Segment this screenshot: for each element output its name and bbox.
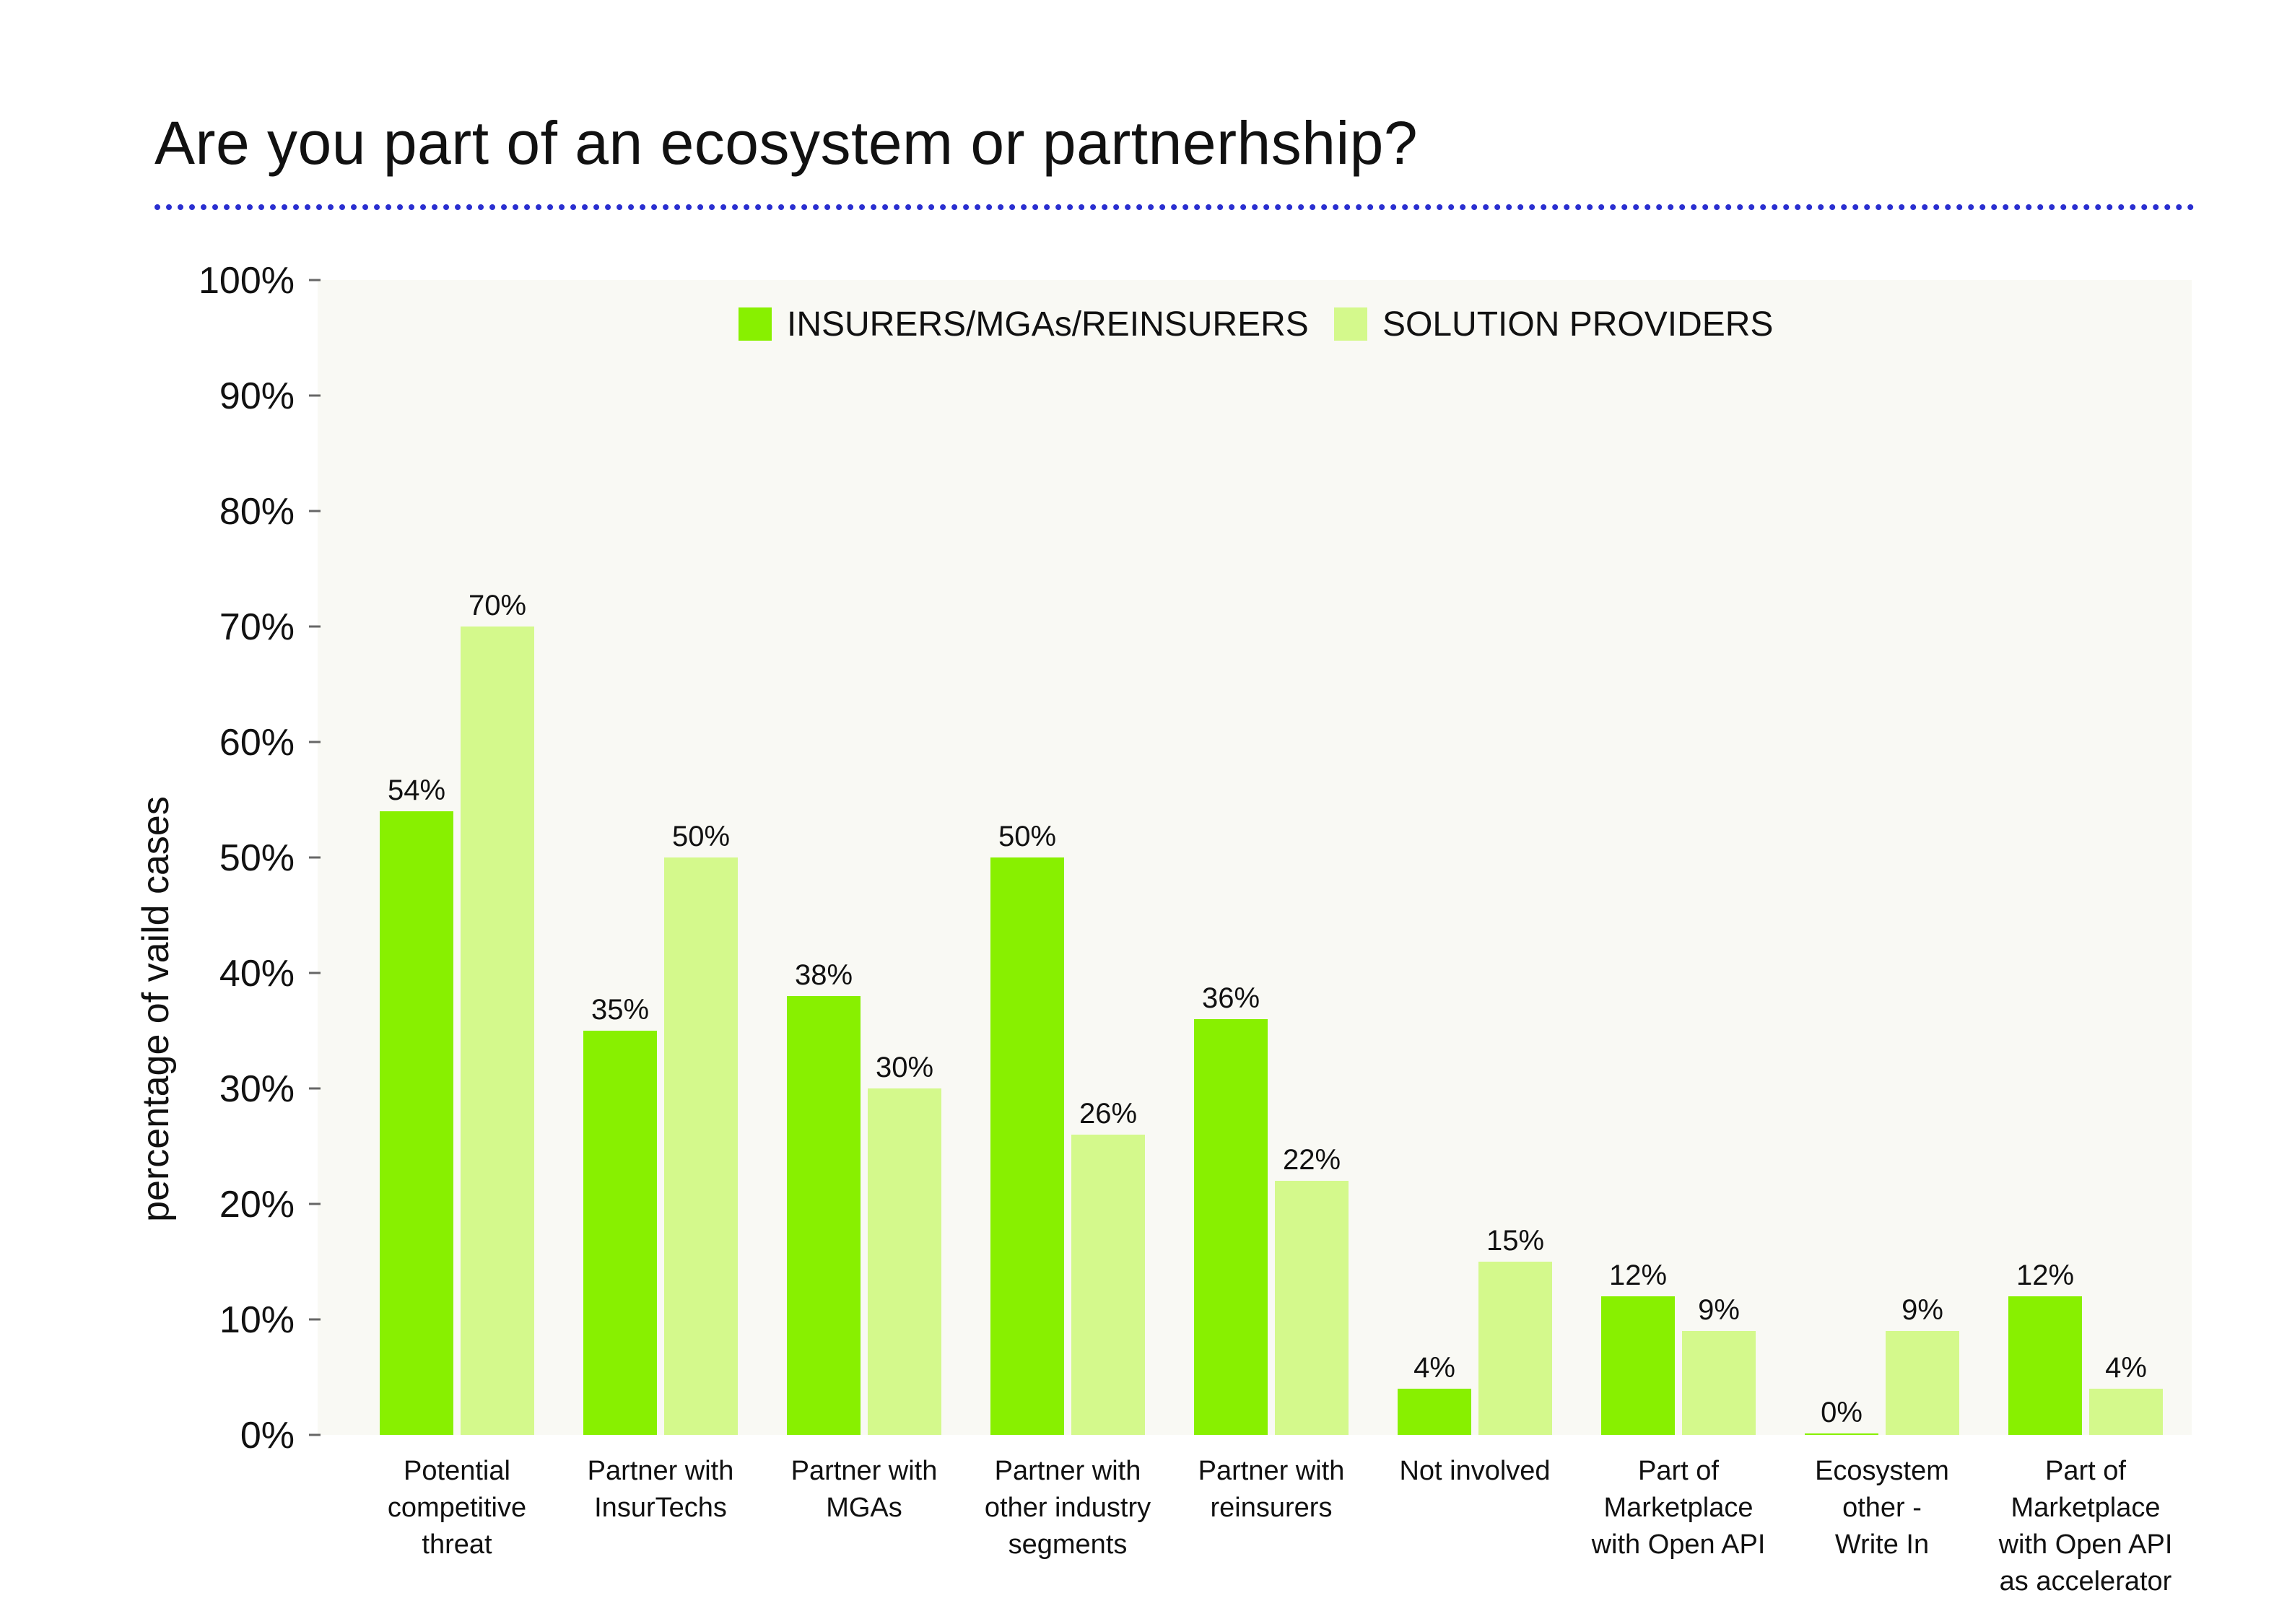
bar [990,857,1064,1435]
data-label: 26% [1079,1098,1137,1130]
y-tick-label: 0% [240,1415,295,1457]
bar [1886,1331,1959,1435]
x-category-label: Partner with [588,1456,734,1486]
data-label: 9% [1698,1294,1740,1326]
bar [583,1031,657,1435]
y-axis-title: percentage of vaild cases [135,796,177,1222]
bar [1398,1389,1471,1435]
y-tick-label: 20% [219,1184,295,1226]
x-category-label: other - [1842,1493,1922,1523]
bar [1805,1433,1878,1435]
legend: INSURERS/MGAs/REINSURERS SOLUTION PROVID… [739,305,1773,344]
x-category-label: segments [1009,1529,1128,1560]
data-label: 4% [1413,1352,1455,1384]
y-tick-label: 60% [219,722,295,764]
x-category-label: other industry [985,1493,1151,1523]
y-tick-label: 90% [219,375,295,417]
title-divider [154,204,2195,210]
x-category-label: reinsurers [1211,1493,1333,1523]
legend-label-insurers: INSURERS/MGAs/REINSURERS [787,305,1309,344]
bar [1071,1135,1145,1435]
x-category-label: threat [422,1529,492,1560]
x-category-label: Potential [404,1456,510,1486]
bar [1194,1019,1268,1435]
x-category-label: Ecosystem [1815,1456,1949,1486]
data-label: 12% [1609,1260,1667,1291]
x-category-label: Marketplace [1604,1493,1754,1523]
chart-title: Are you part of an ecosystem or partnerh… [154,109,1419,177]
bar [1478,1262,1552,1435]
data-label: 50% [998,821,1056,852]
bar [1601,1296,1675,1435]
x-category-label: as accelerator [2000,1566,2172,1597]
x-category-label: Not involved [1399,1456,1550,1486]
data-label: 12% [2016,1260,2074,1291]
x-category-label: Write In [1835,1529,1929,1560]
data-label: 70% [469,590,526,621]
data-label: 50% [672,821,730,852]
bar [868,1088,941,1435]
bar [1682,1331,1756,1435]
data-label: 54% [388,774,445,806]
x-category-label: Partner with [995,1456,1141,1486]
legend-label-solution-providers: SOLUTION PROVIDERS [1382,305,1773,344]
y-axis-ticks: 0% 10% 20% 30% 40% 50% 60% 70% 80% 90% 100% [199,260,321,1457]
data-label: 38% [795,959,853,991]
y-tick-label: 80% [219,491,295,533]
x-category-label: InsurTechs [594,1493,727,1523]
x-category-label: Part of [1638,1456,1719,1486]
x-category-label: competitive [388,1493,526,1523]
x-category-label: Marketplace [2011,1493,2161,1523]
y-tick-label: 10% [219,1299,295,1341]
y-tick-label: 100% [199,260,295,302]
bar-group [380,627,2163,1435]
data-label: 22% [1283,1144,1341,1176]
x-category-label: with Open API [1998,1529,2173,1560]
x-category-label: Partner with [791,1456,938,1486]
bar [664,857,738,1435]
legend-swatch-insurers [739,307,772,341]
category-label-group: Potential competitive threat Partner with In… [388,1456,2173,1597]
y-tick-label: 40% [219,953,295,995]
bar [2089,1389,2163,1435]
y-tick-label: 30% [219,1068,295,1110]
bar [1275,1181,1349,1435]
data-label: 9% [1901,1294,1943,1326]
data-label: 0% [1821,1397,1863,1428]
bar [787,996,861,1435]
x-category-label: with Open API [1591,1529,1766,1560]
bar [380,811,453,1435]
y-tick-label: 70% [219,606,295,648]
bar [2008,1296,2082,1435]
bar [461,627,534,1435]
data-label: 30% [876,1052,933,1083]
x-category-label: Part of [2045,1456,2126,1486]
data-label: 4% [2105,1352,2147,1384]
legend-swatch-solution-providers [1334,307,1367,341]
data-label: 35% [591,994,649,1026]
y-tick-label: 50% [219,837,295,879]
data-label: 15% [1486,1225,1544,1257]
data-label: 36% [1202,982,1260,1014]
data-label-group: 54% 70% 35% 50% 38% 30% 50% 26% 36% 22% 4% 15% 12% 9%… [388,590,2147,1428]
x-category-label: MGAs [826,1493,902,1523]
x-category-label: Partner with [1198,1456,1345,1486]
